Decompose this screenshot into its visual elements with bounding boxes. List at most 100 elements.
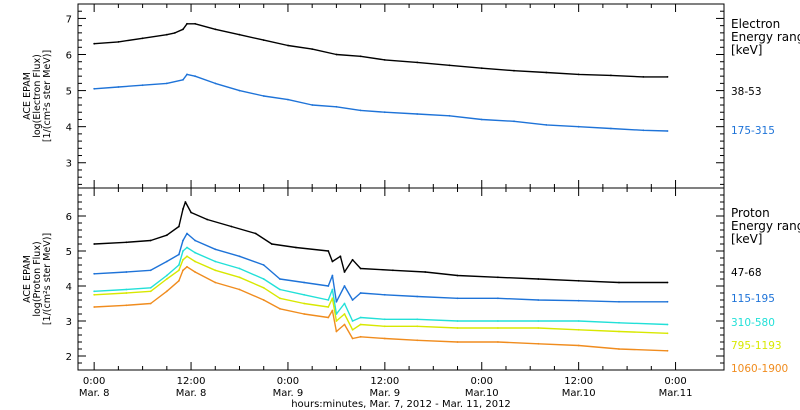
- data-point: [577, 320, 580, 322]
- data-point: [577, 125, 580, 128]
- data-point: [182, 250, 184, 252]
- data-point: [666, 130, 669, 132]
- data-point: [618, 348, 620, 350]
- data-point: [238, 255, 241, 258]
- data-point: [125, 292, 128, 294]
- data-point: [456, 274, 459, 277]
- data-point: [141, 84, 144, 87]
- data-point: [206, 218, 209, 221]
- data-point: [577, 328, 580, 331]
- data-point: [149, 239, 152, 242]
- data-point: [351, 299, 354, 301]
- data-point: [238, 89, 241, 92]
- data-point: [666, 300, 669, 303]
- data-point: [335, 53, 338, 56]
- plot-frame: [77, 187, 725, 371]
- data-point: [117, 86, 120, 88]
- data-point: [182, 28, 184, 31]
- x-tick-date: Mar. 9: [370, 388, 401, 399]
- data-point: [279, 278, 281, 280]
- data-point: [279, 288, 281, 291]
- data-point: [666, 332, 669, 335]
- data-point: [186, 246, 188, 249]
- data-point: [174, 32, 176, 34]
- x-axis-title: hours:minutes, Mar. 7, 2012 - Mar. 11, 2…: [291, 399, 511, 410]
- data-point: [339, 255, 342, 258]
- data-point: [214, 260, 217, 263]
- legend-item: 1060-1900: [731, 363, 788, 375]
- data-point: [184, 201, 187, 203]
- data-point: [513, 69, 515, 72]
- data-point: [351, 337, 354, 340]
- data-point: [392, 269, 394, 272]
- data-point: [383, 325, 386, 328]
- data-point: [214, 248, 217, 251]
- data-point: [577, 299, 580, 302]
- data-point: [545, 124, 548, 126]
- series-line-38-53: [94, 23, 668, 78]
- data-point: [618, 281, 620, 284]
- y-tick-label: 6: [66, 212, 72, 223]
- data-point: [194, 239, 197, 242]
- data-point: [93, 87, 96, 90]
- data-point: [537, 320, 540, 322]
- data-point: [194, 75, 197, 78]
- data-point: [93, 306, 96, 308]
- data-point: [165, 278, 168, 280]
- legend-title-line: [keV]: [731, 43, 762, 57]
- legend-item: 115-195: [731, 293, 775, 305]
- y-tick-label: 3: [66, 159, 72, 170]
- data-point: [214, 269, 217, 272]
- data-point: [343, 285, 346, 287]
- y-tick-label: 4: [66, 123, 72, 134]
- data-point: [448, 64, 451, 67]
- data-point: [262, 299, 265, 301]
- legend-title-line: Energy range: [731, 30, 800, 44]
- data-point: [93, 290, 96, 293]
- data-point: [303, 313, 305, 315]
- data-point: [335, 320, 338, 322]
- data-point: [165, 33, 168, 36]
- data-point: [343, 271, 346, 273]
- data-point: [359, 323, 362, 326]
- proton-panel: 2 3 4 5 6 ACE EPAMlog(Proton Flux)[1/(cm²s st…: [22, 187, 800, 375]
- y-axis-label-line: log(Proton Flux): [32, 241, 43, 316]
- data-point: [497, 276, 499, 279]
- data-point: [383, 59, 386, 61]
- data-point: [351, 320, 354, 322]
- data-point: [416, 339, 419, 342]
- data-point: [238, 276, 241, 279]
- data-point: [577, 73, 580, 76]
- data-point: [262, 264, 265, 266]
- data-point: [149, 286, 152, 289]
- data-point: [618, 300, 620, 303]
- x-tick-date: Mar. 8: [79, 388, 110, 399]
- data-point: [456, 297, 459, 300]
- data-point: [165, 274, 168, 277]
- data-point: [262, 95, 265, 97]
- data-point: [666, 323, 669, 326]
- data-point: [545, 71, 548, 74]
- data-point: [182, 269, 184, 272]
- y-tick-label: 6: [66, 51, 72, 62]
- data-point: [642, 129, 645, 132]
- data-point: [359, 292, 362, 294]
- data-point: [182, 258, 184, 261]
- data-point: [186, 22, 188, 25]
- data-point: [186, 255, 188, 258]
- series-line-175-315: [94, 73, 668, 132]
- data-point: [194, 271, 197, 273]
- legend-item: 310-580: [731, 317, 775, 329]
- data-point: [610, 74, 612, 77]
- data-point: [194, 260, 197, 263]
- x-tick-label: 0:00: [471, 376, 493, 387]
- data-point: [343, 313, 346, 315]
- series-line-47-68: [94, 201, 668, 284]
- data-point: [178, 253, 180, 256]
- data-point: [383, 293, 386, 296]
- legend-item: 175-315: [731, 125, 775, 137]
- x-tick-date: Mar. 8: [176, 388, 207, 399]
- data-point: [262, 39, 265, 41]
